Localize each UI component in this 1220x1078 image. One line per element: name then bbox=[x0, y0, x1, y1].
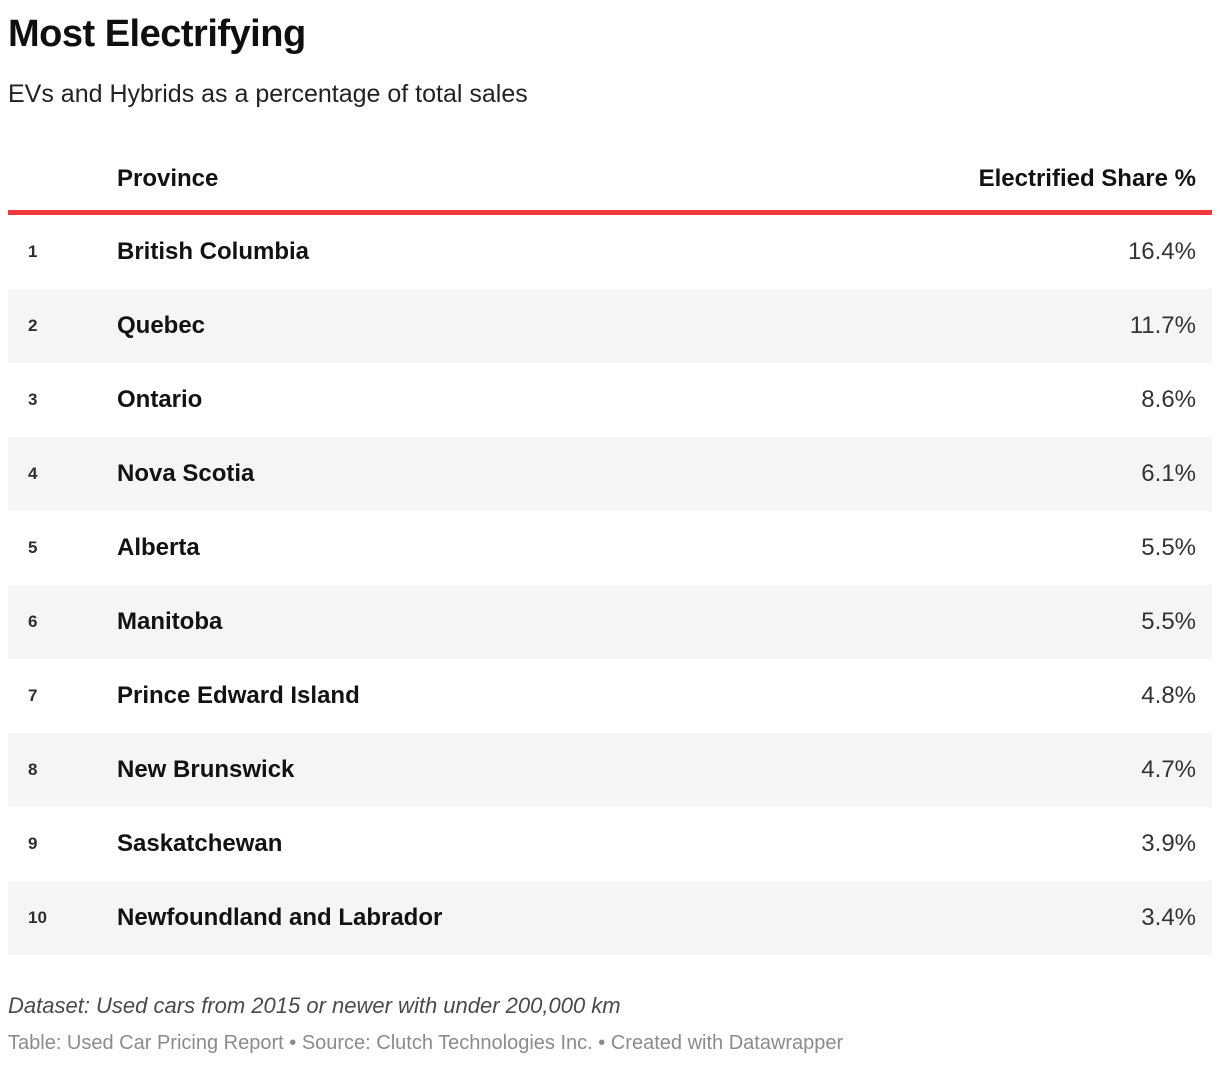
attribution-source-label: Source: bbox=[301, 1032, 377, 1054]
table-row: 6 Manitoba 5.5% bbox=[8, 585, 1212, 659]
row-province: Ontario bbox=[117, 386, 203, 413]
row-value: 5.5% bbox=[1141, 608, 1196, 635]
table-row: 5 Alberta 5.5% bbox=[8, 511, 1212, 585]
row-rank: 1 bbox=[28, 242, 38, 261]
row-rank: 3 bbox=[28, 390, 38, 409]
chart-subtitle: EVs and Hybrids as a percentage of total… bbox=[8, 80, 528, 108]
row-value: 11.7% bbox=[1129, 312, 1196, 339]
datawrapper-table-page: Most Electrifying EVs and Hybrids as a p… bbox=[0, 12, 1220, 1078]
row-province: New Brunswick bbox=[117, 756, 295, 783]
chart-title: Most Electrifying bbox=[8, 13, 306, 55]
attribution-line: Table: Used Car Pricing Report • Source:… bbox=[8, 1031, 1212, 1055]
row-value: 5.5% bbox=[1141, 534, 1196, 561]
row-rank: 5 bbox=[28, 538, 38, 557]
row-value: 16.4% bbox=[1127, 238, 1196, 265]
row-rank: 9 bbox=[28, 834, 38, 853]
row-value: 4.7% bbox=[1141, 756, 1196, 783]
table-row: 7 Prince Edward Island 4.8% bbox=[8, 659, 1212, 733]
row-province: Quebec bbox=[117, 312, 206, 339]
row-province: Saskatchewan bbox=[117, 830, 283, 857]
row-province: Manitoba bbox=[117, 608, 223, 635]
row-rank: 2 bbox=[28, 316, 38, 335]
row-province: Alberta bbox=[117, 534, 200, 561]
header-rule bbox=[8, 210, 1212, 215]
row-province: Prince Edward Island bbox=[117, 682, 360, 709]
row-rank: 8 bbox=[28, 760, 38, 779]
attribution-datawrapper-link[interactable]: Datawrapper bbox=[728, 1032, 844, 1054]
row-province: Nova Scotia bbox=[117, 460, 255, 487]
table-row: 8 New Brunswick 4.7% bbox=[8, 733, 1212, 807]
share-column-header: Electrified Share % bbox=[978, 165, 1196, 192]
table-row: 10 Newfoundland and Labrador 3.4% bbox=[8, 881, 1212, 955]
table-row: 4 Nova Scotia 6.1% bbox=[8, 437, 1212, 511]
table-row: 9 Saskatchewan 3.9% bbox=[8, 807, 1212, 881]
row-value: 8.6% bbox=[1141, 386, 1196, 413]
row-value: 6.1% bbox=[1141, 460, 1196, 487]
dataset-note: Dataset: Used cars from 2015 or newer wi… bbox=[8, 993, 621, 1018]
row-value: 3.9% bbox=[1141, 830, 1196, 857]
table-row: 3 Ontario 8.6% bbox=[8, 363, 1212, 437]
row-rank: 4 bbox=[28, 464, 38, 483]
table-body: 1 British Columbia 16.4% 2 Quebec 11.7% … bbox=[8, 215, 1212, 955]
attribution-table-label: Table: Used Car Pricing Report bbox=[8, 1032, 284, 1054]
row-rank: 6 bbox=[28, 612, 38, 631]
row-value: 3.4% bbox=[1141, 904, 1196, 931]
attribution-source-link[interactable]: Clutch Technologies Inc. bbox=[376, 1032, 593, 1054]
attribution-separator: • bbox=[283, 1032, 302, 1054]
row-rank: 7 bbox=[28, 686, 38, 705]
province-column-header: Province bbox=[117, 165, 219, 192]
row-rank: 10 bbox=[28, 908, 47, 927]
ranking-table: Province Electrified Share % 1 British C… bbox=[8, 164, 1212, 955]
table-row: 1 British Columbia 16.4% bbox=[8, 215, 1212, 289]
attribution-separator: • bbox=[592, 1032, 611, 1054]
attribution-created-label: Created with bbox=[610, 1032, 729, 1054]
row-province: British Columbia bbox=[117, 238, 310, 265]
table-header-row: Province Electrified Share % bbox=[8, 164, 1212, 210]
table-row: 2 Quebec 11.7% bbox=[8, 289, 1212, 363]
row-value: 4.8% bbox=[1141, 682, 1196, 709]
row-province: Newfoundland and Labrador bbox=[117, 904, 443, 931]
